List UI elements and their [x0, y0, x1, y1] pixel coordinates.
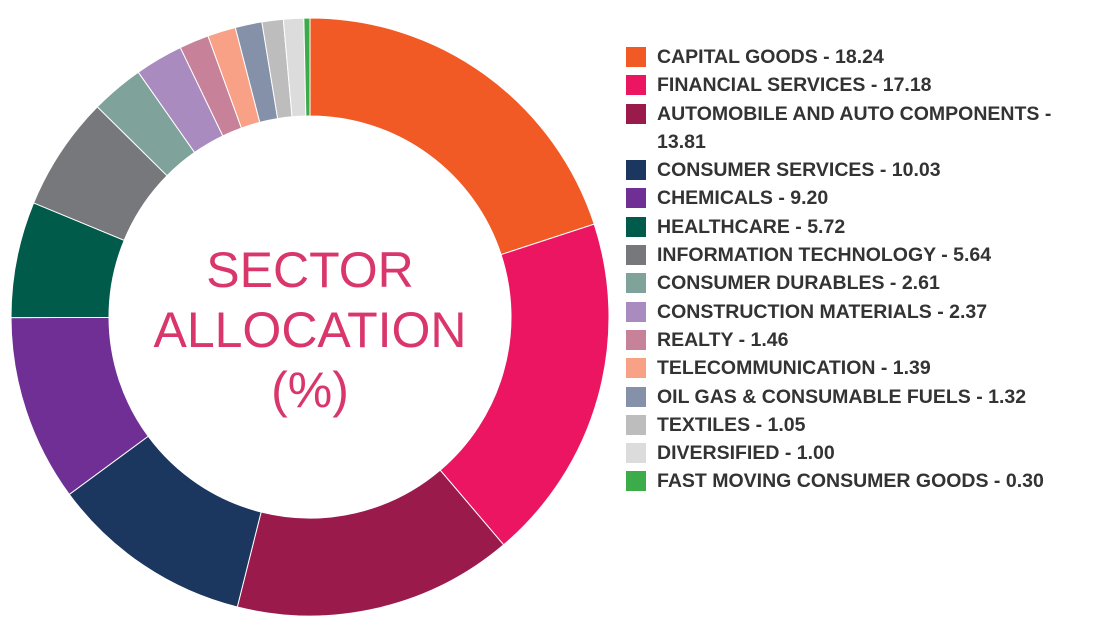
donut-chart [10, 17, 610, 617]
legend-swatch [626, 443, 646, 464]
legend-item: CHEMICALS - 9.20 [626, 184, 1096, 212]
legend-item: CAPITAL GOODS - 18.24 [626, 43, 1096, 71]
legend-label: FINANCIAL SERVICES - 17.18 [657, 74, 932, 97]
legend-label: CONSTRUCTION MATERIALS - 2.37 [657, 300, 988, 323]
legend-swatch [626, 301, 646, 322]
legend-swatch [626, 75, 646, 96]
chart-title-line: (%) [271, 362, 349, 418]
chart-title: SECTOR ALLOCATION (%) [110, 240, 510, 420]
legend-swatch [626, 329, 646, 350]
legend-swatch [626, 386, 646, 407]
legend-item: CONSUMER DURABLES - 2.61 [626, 269, 1096, 297]
legend-label: CHEMICALS - 9.20 [657, 187, 829, 210]
legend-label: INFORMATION TECHNOLOGY - 5.64 [657, 244, 992, 267]
legend-item: AUTOMOBILE AND AUTO COMPONENTS - 13.81 [626, 100, 1096, 157]
legend-item: FAST MOVING CONSUMER GOODS - 0.30 [626, 467, 1096, 495]
legend-label: TEXTILES - 1.05 [657, 413, 806, 436]
legend-swatch [626, 216, 646, 237]
slice-fast-moving-consumer-goods [303, 17, 311, 117]
legend-swatch [626, 160, 646, 181]
legend-item: TEXTILES - 1.05 [626, 411, 1096, 439]
legend-swatch [626, 245, 646, 266]
legend-item: REALTY - 1.46 [626, 326, 1096, 354]
legend-label: CONSUMER DURABLES - 2.61 [657, 272, 940, 295]
legend-label: CAPITAL GOODS - 18.24 [657, 46, 884, 68]
legend-item: CONSUMER SERVICES - 10.03 [626, 156, 1096, 184]
legend-item: CONSTRUCTION MATERIALS - 2.37 [626, 298, 1096, 326]
legend: CAPITAL GOODS - 18.24 FINANCIAL SERVICES … [626, 43, 1096, 496]
chart-title-line: SECTOR [206, 242, 414, 298]
legend-label: DIVERSIFIED - 1.00 [657, 442, 835, 465]
legend-swatch [626, 471, 646, 492]
legend-label: FAST MOVING CONSUMER GOODS - 0.30 [657, 470, 1044, 493]
legend-item: INFORMATION TECHNOLOGY - 5.64 [626, 241, 1096, 269]
legend-swatch [626, 358, 646, 379]
legend-item: FINANCIAL SERVICES - 17.18 [626, 71, 1096, 99]
legend-item: DIVERSIFIED - 1.00 [626, 439, 1096, 467]
legend-swatch [626, 47, 646, 67]
legend-swatch [626, 273, 646, 294]
legend-swatch [626, 414, 646, 435]
legend-label: HEALTHCARE - 5.72 [657, 215, 846, 238]
legend-swatch [626, 103, 646, 124]
chart-title-line: ALLOCATION [153, 302, 467, 358]
legend-label: AUTOMOBILE AND AUTO COMPONENTS - 13.81 [657, 102, 1052, 153]
legend-item: OIL GAS & CONSUMABLE FUELS - 1.32 [626, 383, 1096, 411]
legend-item: TELECOMMUNICATION - 1.39 [626, 354, 1096, 382]
legend-label: CONSUMER SERVICES - 10.03 [657, 159, 941, 182]
legend-label: REALTY - 1.46 [657, 328, 789, 351]
legend-swatch [626, 188, 646, 209]
slice-capital-goods [309, 17, 595, 256]
legend-item: HEALTHCARE - 5.72 [626, 213, 1096, 241]
legend-label: TELECOMMUNICATION - 1.39 [657, 357, 931, 380]
legend-label: OIL GAS & CONSUMABLE FUELS - 1.32 [657, 385, 1027, 408]
